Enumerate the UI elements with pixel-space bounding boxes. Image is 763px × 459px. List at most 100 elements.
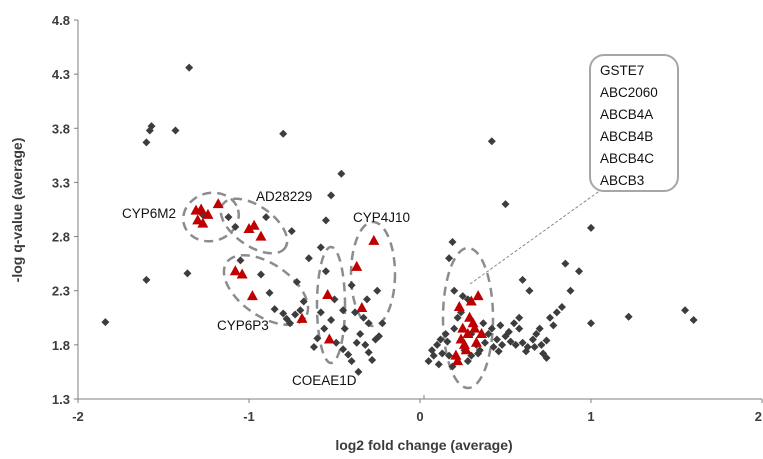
highlighted-gene-point (246, 290, 258, 301)
gene-point (262, 213, 271, 222)
gene-point (339, 345, 348, 354)
gene-point (566, 286, 575, 295)
gene-point (344, 350, 353, 359)
cyp4j10-ellipse (349, 220, 397, 328)
gene-point (183, 269, 192, 278)
callout-label-abcb4a: ABCB4A (600, 107, 653, 122)
gene-point (364, 348, 373, 357)
gene-point (448, 237, 457, 246)
highlighted-gene-point (356, 302, 368, 313)
gene-point (429, 351, 438, 360)
y-tick-label: 4.8 (52, 13, 70, 28)
highlighted-gene-point (457, 322, 469, 333)
gene-point (171, 126, 180, 135)
gene-point (552, 308, 561, 317)
gene-point (484, 330, 493, 339)
gene-point (587, 223, 595, 232)
gene-point (327, 191, 336, 200)
gene-point (542, 336, 551, 345)
gene-point (316, 308, 325, 317)
gene-point (296, 306, 305, 315)
callout-label-gste7: GSTE7 (600, 63, 644, 78)
gene-point (352, 338, 361, 347)
highlighted-gene-point (255, 230, 267, 241)
gene-point (518, 338, 527, 347)
gene-group-ellipses (181, 191, 495, 390)
gene-label-cyp6p3: CYP6P3 (217, 318, 269, 333)
highlighted-genes-series (190, 198, 488, 366)
gene-point (231, 222, 240, 231)
gene-point (445, 351, 454, 360)
gene-point (557, 302, 566, 311)
gene-point (561, 259, 570, 268)
highlighted-gene-point (322, 289, 334, 300)
gene-point (256, 270, 265, 279)
highlighted-gene-point (195, 203, 207, 214)
gene-point (292, 278, 301, 287)
gene-point (537, 340, 546, 349)
gene-point (528, 335, 537, 344)
x-tick-label: 2 (755, 409, 762, 424)
x-tick-label: -2 (72, 409, 84, 424)
highlighted-gene-point (453, 300, 465, 311)
gene-point (474, 349, 483, 358)
highlighted-gene-point (465, 295, 477, 306)
highlighted-gene-point (212, 198, 224, 209)
highlighted-gene-point (243, 222, 255, 233)
gene-point (337, 169, 346, 178)
x-tick-label: -1 (243, 409, 255, 424)
gene-label-cyp4j10: CYP4J10 (353, 210, 410, 225)
highlighted-gene-point (472, 290, 484, 301)
gene-point (347, 281, 356, 290)
highlighted-gene-point (197, 217, 209, 228)
callout-connector (469, 181, 613, 285)
gene-point (438, 349, 447, 358)
gene-point (351, 308, 360, 317)
gene-point (321, 216, 330, 225)
y-tick-group: 1.3 1.8 2.3 2.8 3.3 3.8 4.3 4.8 (52, 13, 78, 407)
gene-point (236, 256, 245, 265)
y-axis-title: -log q-value (average) (9, 138, 25, 283)
gene-point (498, 340, 507, 349)
gene-point (361, 340, 370, 349)
cyp6p3-ellipse (222, 253, 310, 327)
callout-label-abcb3: ABCB3 (600, 173, 644, 188)
highlighted-gene-point (192, 214, 204, 225)
gene-point (354, 367, 363, 376)
gene-point (545, 313, 554, 322)
gene-point (330, 295, 339, 304)
x-axis-title: log2 fold change (average) (335, 437, 512, 453)
gene-point (689, 315, 698, 324)
gene-point (492, 335, 501, 344)
ad28229-ellipse (219, 197, 289, 255)
gene-point (436, 335, 445, 344)
gene-point (522, 347, 531, 356)
y-tick-label: 2.3 (52, 284, 70, 299)
gene-point (424, 357, 433, 366)
highlighted-gene-point (452, 355, 464, 366)
highlighted-gene-point (296, 312, 308, 323)
callout-box (589, 54, 679, 192)
gene-point (224, 213, 233, 222)
highlighted-gene-point (351, 260, 363, 271)
gene-point (309, 343, 318, 352)
gene-point (443, 337, 452, 346)
highlighted-gene-point (368, 234, 380, 245)
y-tick-label: 3.3 (52, 175, 70, 190)
gene-point (320, 324, 329, 333)
highlighted-gene-point (469, 322, 481, 333)
gene-point (504, 327, 513, 336)
gene-point (480, 338, 489, 347)
gene-point (299, 297, 308, 306)
gene-point (286, 319, 295, 328)
highlighted-gene-point (464, 311, 476, 322)
gene-point (279, 309, 288, 318)
callout-label-abcb4c: ABCB4C (600, 151, 654, 166)
highlighted-gene-point (236, 268, 248, 279)
gene-point (373, 286, 382, 295)
gene-label-cyp6m2: CYP6M2 (122, 206, 176, 221)
gene-point (496, 321, 505, 330)
y-tick-label: 1.3 (52, 392, 70, 407)
gene-point (356, 330, 365, 339)
gene-point (185, 63, 194, 72)
